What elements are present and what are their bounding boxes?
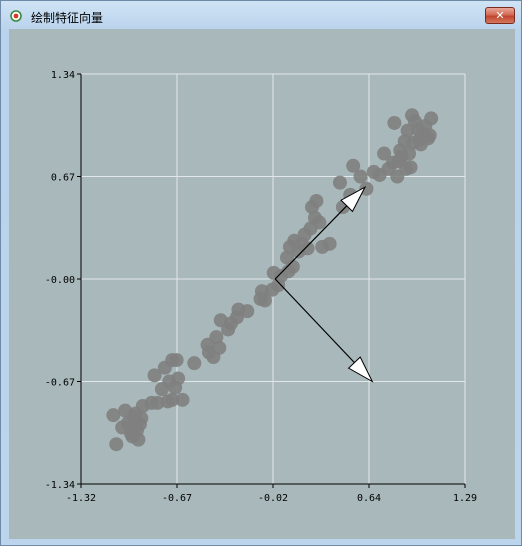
data-point	[391, 154, 406, 169]
x-tick-label: -1.32	[66, 493, 96, 504]
data-point	[377, 146, 392, 161]
y-tick-label: -0.00	[45, 275, 75, 286]
data-point	[309, 193, 324, 208]
eigenvector-line-1	[274, 205, 348, 280]
data-point	[285, 259, 300, 274]
data-point	[300, 241, 315, 256]
data-point	[125, 429, 140, 444]
data-point	[212, 340, 227, 355]
x-tick-label: 1.29	[453, 493, 477, 504]
data-point	[257, 293, 272, 308]
x-tick-label: 0.64	[357, 493, 381, 504]
data-point	[106, 408, 121, 423]
data-point	[109, 437, 124, 452]
data-point	[169, 353, 184, 368]
eigenvector-arrowhead-1	[340, 185, 367, 213]
eigenvector-line-2	[274, 278, 355, 364]
data-point	[424, 111, 439, 126]
data-point	[209, 330, 224, 345]
y-tick-label: 1.34	[51, 70, 75, 81]
plot-area: -1.32 -0.67 -0.02 0.64 1.29 1.34 0.67 -0.00 -0.6…	[9, 29, 515, 539]
data-point	[312, 215, 327, 230]
data-point	[171, 371, 186, 386]
eigenvector-arrowhead-2	[347, 356, 374, 383]
y-tick-label: -1.34	[45, 480, 75, 491]
axes	[77, 73, 466, 488]
y-tick-label: 0.67	[51, 173, 75, 184]
y-tick-label: -0.67	[45, 378, 75, 389]
data-point	[353, 169, 368, 184]
x-tick-label: -0.02	[258, 493, 288, 504]
close-button[interactable]: ✕	[485, 7, 515, 24]
data-point	[187, 356, 202, 371]
data-point	[413, 137, 428, 152]
data-point	[147, 368, 162, 383]
tick-labels: -1.32 -0.67 -0.02 0.64 1.29 1.34 0.67 -0.00 -0.6…	[45, 70, 477, 504]
data-point	[346, 158, 361, 173]
data-point	[422, 128, 437, 143]
data-point	[134, 411, 149, 426]
close-icon: ✕	[495, 9, 505, 22]
radio-record-icon	[10, 10, 22, 22]
x-tick-label: -0.67	[162, 493, 192, 504]
eigenvector-arrows	[274, 185, 374, 383]
window-title: 绘制特征向量	[31, 11, 104, 25]
data-point	[150, 395, 165, 410]
data-point	[332, 175, 347, 190]
data-point	[322, 236, 337, 251]
data-point	[240, 304, 255, 319]
data-point	[165, 392, 180, 407]
data-point	[402, 146, 417, 161]
data-points	[106, 108, 439, 452]
data-point	[403, 160, 418, 175]
data-point	[387, 115, 402, 130]
title-bar[interactable]: 绘制特征向量 ✕	[1, 1, 521, 29]
data-point	[175, 392, 190, 407]
scatter-chart: -1.32 -0.67 -0.02 0.64 1.29 1.34 0.67 -0.00 -0.6…	[45, 70, 477, 504]
